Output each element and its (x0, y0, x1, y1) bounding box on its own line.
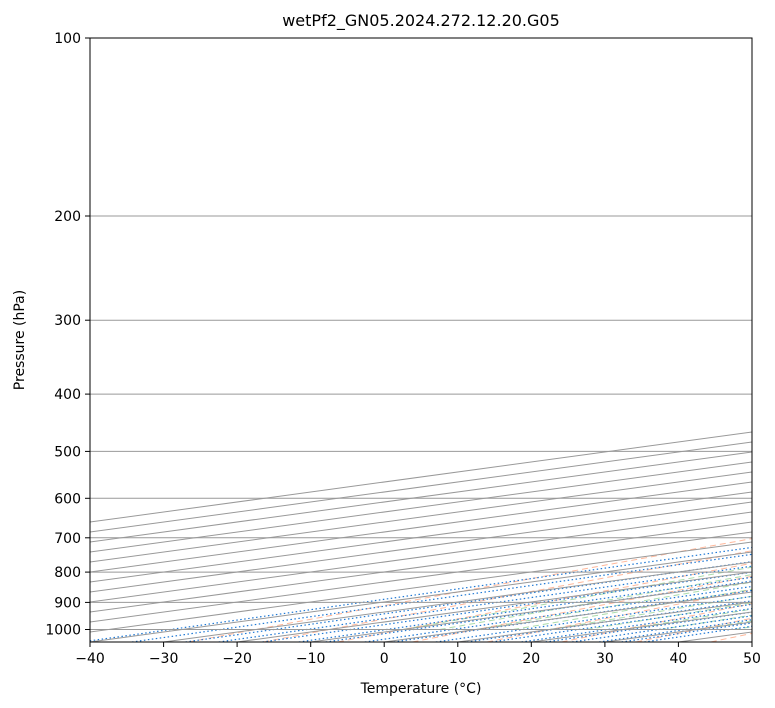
dry-adiabats (188, 538, 752, 642)
x-tick-label: −10 (296, 651, 326, 667)
isotherm (90, 471, 752, 563)
y-tick-label: 500 (54, 444, 81, 460)
isotherm (90, 531, 752, 623)
isotherm (90, 461, 752, 553)
x-axis-ticks: −40 −30 −20 −10 0 10 20 30 40 50 (75, 642, 761, 667)
x-tick-label: −20 (222, 651, 252, 667)
x-tick-label: 40 (669, 651, 687, 667)
mixing-ratio-lines (90, 546, 752, 642)
mixing-ratio-line (185, 561, 752, 642)
isotherm (90, 551, 752, 642)
mixing-ratio-line (90, 546, 752, 642)
dry-adiabat (486, 589, 752, 642)
y-tick-label: 800 (54, 565, 81, 581)
x-tick-label: 10 (449, 651, 467, 667)
y-tick-label: 1000 (45, 623, 81, 639)
mixing-ratio-line (298, 576, 752, 642)
dry-adiabat (337, 562, 752, 642)
moist-adiabat (697, 620, 752, 630)
isotherm (90, 481, 752, 573)
x-axis-title: Temperature (°C) (360, 681, 482, 697)
y-tick-label: 100 (54, 31, 81, 47)
isotherm (90, 541, 752, 633)
moist-adiabat (586, 602, 752, 630)
isotherm (531, 611, 752, 642)
isotherm (310, 581, 752, 642)
isotherm (90, 491, 752, 583)
x-tick-label: 0 (380, 651, 389, 667)
mixing-ratio-line (325, 580, 752, 642)
y-tick-label: 900 (54, 595, 81, 611)
y-tick-label: 700 (54, 531, 81, 547)
plot-area: -100-90-80-70-60-50-40-30-20-10010203040… (90, 38, 775, 642)
x-tick-label: −30 (149, 651, 179, 667)
isotherm (90, 501, 752, 593)
mixing-ratio-line (218, 565, 752, 642)
x-tick-label: −40 (75, 651, 105, 667)
dry-adiabat (561, 603, 752, 642)
x-tick-label: 30 (596, 651, 614, 667)
isotherm (751, 641, 752, 642)
moist-adiabat (771, 142, 775, 629)
mixing-ratio-line (262, 571, 752, 642)
pressure-gridlines (90, 38, 752, 630)
moist-adiabat (439, 574, 752, 630)
mixing-ratio-line (131, 553, 752, 642)
mixing-ratio-line (393, 589, 752, 642)
skewed-isotherms (90, 431, 752, 642)
y-tick-label: 600 (54, 491, 81, 507)
moist-adiabat (549, 595, 752, 630)
isotherm (457, 601, 752, 642)
x-tick-label: 50 (743, 651, 761, 667)
isotherm (90, 521, 752, 613)
dry-adiabat (263, 550, 752, 642)
mixing-ratio-line (572, 615, 752, 642)
x-tick-label: 20 (522, 651, 540, 667)
isotherm (90, 511, 752, 603)
plot-frame (89, 37, 753, 643)
moist-adiabat (733, 626, 752, 630)
isotherm (384, 591, 752, 642)
chart-title: wetPf2_GN05.2024.272.12.20.G05 (282, 11, 560, 31)
y-tick-label: 400 (54, 387, 81, 403)
y-tick-label: 200 (54, 209, 81, 225)
y-axis-title: Pressure (hPa) (12, 290, 28, 390)
y-axis-ticks: 100 200 300 400 500 600 700 800 900 1000 (45, 31, 90, 639)
y-tick-label: 300 (54, 313, 81, 329)
dry-adiabat (636, 617, 752, 642)
dry-adiabat (188, 538, 752, 642)
isotherm (90, 451, 752, 543)
isotherm (678, 631, 752, 642)
moist-adiabat (476, 581, 752, 630)
